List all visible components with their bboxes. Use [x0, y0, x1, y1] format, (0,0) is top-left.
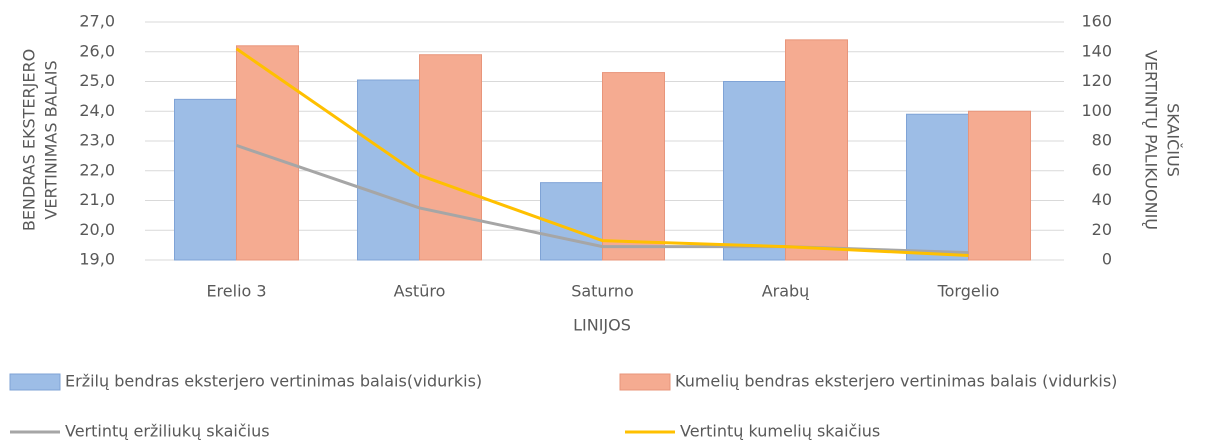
- y2-tick-label: 120: [1081, 71, 1112, 90]
- x-tick-label: Arabų: [762, 282, 810, 301]
- bar: [236, 45, 299, 261]
- legend-swatch: [9, 373, 61, 391]
- y2-axis-title: SKAIČIUS: [1164, 103, 1183, 177]
- x-tick-label: Astūro: [394, 282, 446, 301]
- bar: [723, 81, 786, 261]
- y-tick-label: 27,0: [79, 12, 115, 31]
- y-tick-label: 22,0: [79, 160, 115, 179]
- bar: [785, 39, 848, 261]
- bar: [968, 110, 1031, 261]
- legend-label: Kumelių bendras eksterjero vertinimas ba…: [675, 372, 1117, 391]
- y-tick-label: 21,0: [79, 190, 115, 209]
- y-tick-label: 19,0: [79, 250, 115, 269]
- y2-tick-label: 140: [1081, 41, 1112, 60]
- x-tick-label: Saturno: [571, 282, 634, 301]
- x-tick-label: Erelio 3: [206, 282, 266, 301]
- y2-tick-label: 0: [1102, 250, 1112, 269]
- line-series: [235, 47, 969, 258]
- legend-label: Vertintų eržiliukų skaičius: [65, 422, 270, 441]
- y2-tick-label: 160: [1081, 12, 1112, 31]
- legend-swatch: [619, 373, 671, 391]
- bar: [906, 113, 969, 261]
- y-tick-label: 25,0: [79, 71, 115, 90]
- y-axis-title: BENDRAS EKSTERJERO: [20, 49, 39, 231]
- y2-tick-label: 40: [1092, 190, 1112, 209]
- y2-tick-label: 80: [1092, 131, 1112, 150]
- x-axis-title: LINIJOS: [573, 316, 631, 335]
- y2-tick-label: 60: [1092, 160, 1112, 179]
- y2-tick-label: 100: [1081, 101, 1112, 120]
- bar: [174, 98, 237, 261]
- y-tick-label: 24,0: [79, 101, 115, 120]
- x-tick-label: Torgelio: [937, 282, 1000, 301]
- legend-label: Eržilų bendras eksterjero vertinimas bal…: [65, 372, 482, 391]
- y2-tick-label: 20: [1092, 220, 1112, 239]
- bar: [419, 54, 482, 261]
- y-axis-title: VERTINIMAS BALAIS: [42, 60, 61, 219]
- legend-label: Vertintų kumelių skaičius: [680, 422, 880, 441]
- y2-axis-title: VERTINTŲ PALIKUONIŲ: [1142, 50, 1161, 230]
- bar: [602, 72, 665, 261]
- bar: [357, 79, 420, 261]
- y-tick-label: 26,0: [79, 41, 115, 60]
- y-tick-label: 23,0: [79, 131, 115, 150]
- y-tick-label: 20,0: [79, 220, 115, 239]
